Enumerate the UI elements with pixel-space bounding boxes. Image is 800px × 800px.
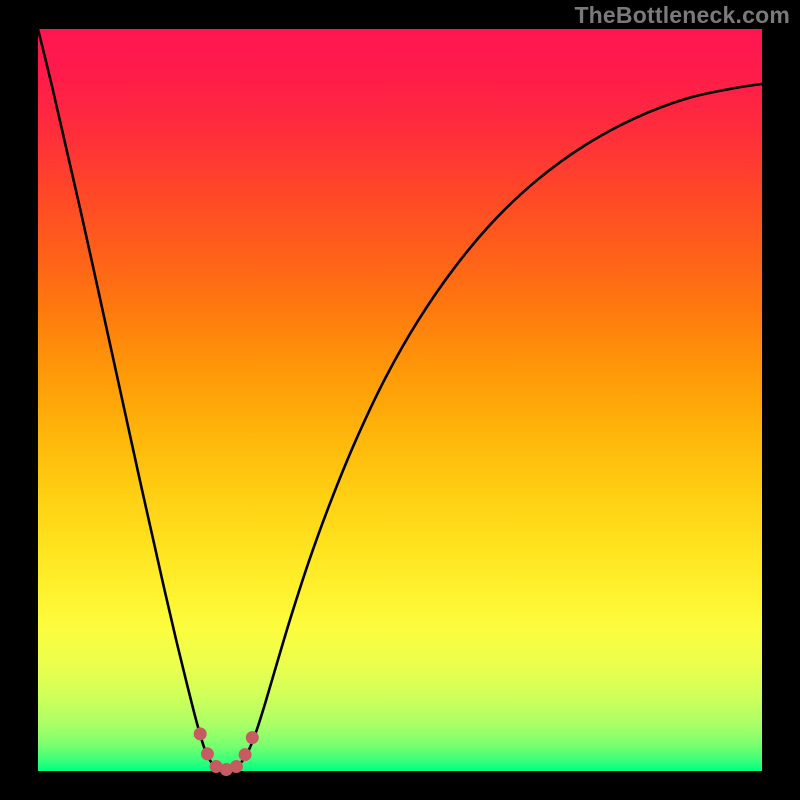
bottom-marker bbox=[246, 731, 259, 744]
watermark-text: TheBottleneck.com bbox=[574, 2, 790, 29]
bottom-marker bbox=[239, 748, 252, 761]
bottom-marker bbox=[230, 760, 243, 773]
bottom-marker bbox=[201, 747, 214, 760]
chart-stage: TheBottleneck.com bbox=[0, 0, 800, 800]
plot-gradient-background bbox=[38, 29, 762, 771]
bottom-marker bbox=[194, 727, 207, 740]
bottleneck-chart bbox=[0, 0, 800, 800]
